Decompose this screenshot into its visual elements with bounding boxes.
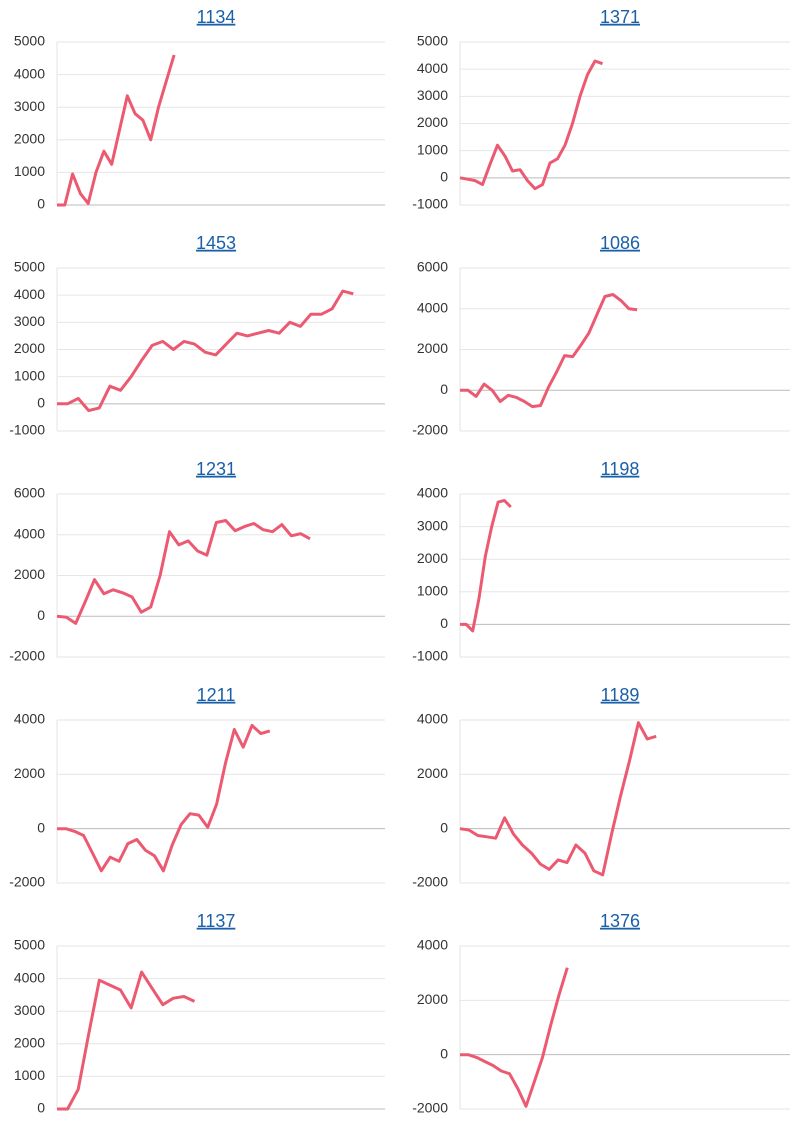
y-tick-label: 0 — [440, 169, 448, 185]
y-tick-label: 3000 — [14, 313, 45, 329]
y-tick-label: 2000 — [417, 765, 448, 781]
y-tick-label: 5000 — [417, 33, 448, 49]
y-tick-label: 1000 — [417, 141, 448, 157]
y-tick-label: 2000 — [417, 340, 448, 356]
y-tick-label: 2000 — [417, 550, 448, 566]
y-tick-label: 2000 — [14, 566, 45, 582]
data-line — [57, 723, 271, 873]
chart-title[interactable]: 1231 — [196, 459, 236, 479]
y-tick-label: 6000 — [417, 259, 448, 275]
chart-title[interactable]: 1189 — [601, 685, 640, 705]
chart-title[interactable]: 1134 — [197, 7, 236, 27]
y-tick-label: 0 — [37, 1100, 45, 1116]
y-tick-label: 2000 — [14, 340, 45, 356]
y-tick-label: 4000 — [14, 969, 45, 985]
y-tick-label: 4000 — [14, 65, 45, 81]
y-tick-label: 5000 — [14, 259, 45, 275]
y-tick-label: 2000 — [14, 765, 45, 781]
y-tick-label: -2000 — [9, 874, 45, 890]
chart-title[interactable]: 1371 — [600, 7, 640, 27]
y-tick-label: -1000 — [412, 196, 448, 212]
data-line — [57, 54, 176, 207]
y-tick-label: 3000 — [14, 1002, 45, 1018]
chart-title[interactable]: 1086 — [600, 233, 640, 253]
y-tick-label: 4000 — [417, 60, 448, 76]
y-tick-label: 0 — [37, 819, 45, 835]
y-tick-label: -1000 — [9, 422, 45, 438]
y-tick-label: 4000 — [417, 299, 448, 315]
y-tick-label: 3000 — [417, 87, 448, 103]
chart-title[interactable]: 1376 — [600, 911, 640, 931]
y-tick-label: 1000 — [14, 1067, 45, 1083]
y-tick-label: 5000 — [14, 937, 45, 953]
y-tick-label: 0 — [37, 395, 45, 411]
y-tick-label: 3000 — [417, 517, 448, 533]
y-tick-label: 2000 — [417, 114, 448, 130]
y-tick-label: 4000 — [417, 711, 448, 727]
data-line — [460, 967, 569, 1108]
y-tick-label: -2000 — [412, 1100, 448, 1116]
y-tick-label: -2000 — [9, 648, 45, 664]
y-tick-label: 1000 — [417, 583, 448, 599]
y-tick-label: 4000 — [14, 286, 45, 302]
y-tick-label: 2000 — [14, 131, 45, 147]
data-line — [459, 721, 657, 877]
y-tick-label: 6000 — [14, 485, 45, 501]
y-tick-label: 0 — [37, 607, 45, 623]
y-tick-label: 0 — [440, 819, 448, 835]
y-tick-label: 5000 — [14, 33, 45, 49]
y-tick-label: -1000 — [412, 648, 448, 664]
data-line — [459, 59, 604, 191]
y-tick-label: 0 — [440, 381, 448, 397]
y-tick-label: 2000 — [14, 1035, 45, 1051]
data-line — [57, 970, 196, 1111]
y-tick-label: 4000 — [417, 937, 448, 953]
data-line — [57, 289, 354, 413]
y-tick-label: -2000 — [412, 874, 448, 890]
data-line — [56, 519, 311, 625]
chart-title[interactable]: 1137 — [197, 911, 236, 931]
y-tick-label: 1000 — [14, 367, 45, 383]
y-tick-label: 0 — [440, 1045, 448, 1061]
chart-title[interactable]: 1198 — [601, 459, 640, 479]
y-tick-label: -2000 — [412, 422, 448, 438]
chart-title[interactable]: 1453 — [196, 233, 236, 253]
data-line — [460, 499, 512, 633]
y-tick-label: 1000 — [14, 163, 45, 179]
chart-title[interactable]: 1211 — [197, 685, 236, 705]
y-tick-label: 4000 — [14, 525, 45, 541]
y-tick-label: 4000 — [417, 485, 448, 501]
y-tick-label: 2000 — [417, 991, 448, 1007]
y-tick-label: 4000 — [14, 711, 45, 727]
data-line — [460, 293, 638, 409]
y-tick-label: 0 — [440, 615, 448, 631]
y-tick-label: 0 — [37, 196, 45, 212]
y-tick-label: 3000 — [14, 98, 45, 114]
